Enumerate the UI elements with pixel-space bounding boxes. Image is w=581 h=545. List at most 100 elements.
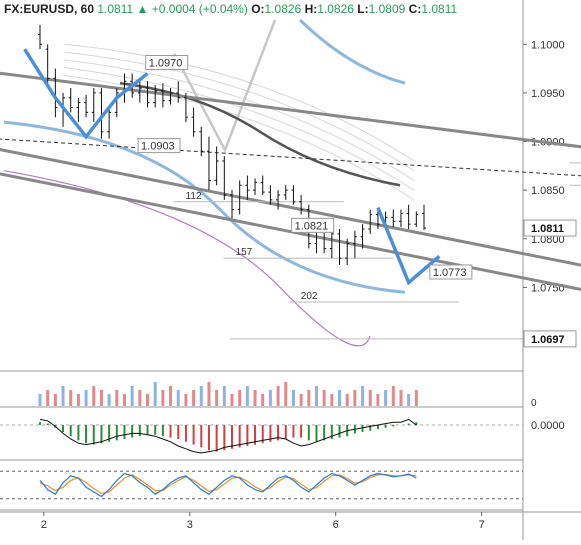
low-value: 1.0809 — [368, 2, 406, 16]
fib-label: 202 — [301, 291, 318, 302]
volume-bar — [207, 382, 211, 406]
price-label-box — [429, 264, 473, 280]
ma-purple-line — [3, 170, 371, 347]
volume-bar — [38, 394, 42, 406]
volume-bar — [338, 390, 342, 406]
volume-bar — [414, 390, 418, 406]
volume-bar — [130, 386, 134, 406]
fib-label: 157 — [236, 247, 253, 258]
last-price: 1.0811 — [97, 2, 134, 16]
last-price-tag: 1.0811 — [531, 223, 564, 235]
volume-bar — [138, 390, 142, 406]
volume-bar — [84, 390, 88, 406]
volume-bar — [99, 390, 103, 406]
time-tick-label: 3 — [187, 519, 193, 531]
volume-bar — [107, 394, 111, 406]
volume-bar — [376, 394, 380, 406]
symbol-label: FX:EURUSD, 60 — [4, 2, 95, 16]
volume-bar — [122, 394, 126, 406]
early-projection-path — [23, 48, 149, 140]
change-arrow: ▲ — [136, 2, 149, 16]
macd-line — [39, 418, 417, 454]
volume-bar — [345, 394, 349, 406]
time-tick-label: 2 — [41, 519, 47, 531]
low-label: L: — [357, 2, 369, 16]
fan-curve — [63, 59, 415, 181]
volume-axis-label: 0 — [531, 398, 537, 409]
high-value: 1.0826 — [317, 2, 354, 16]
volume-bar — [215, 390, 219, 406]
volume-bar — [391, 386, 395, 406]
volume-bar — [407, 394, 411, 406]
fib-label: 112 — [186, 191, 202, 202]
volume-bar — [291, 390, 295, 406]
volume-bar — [184, 394, 188, 406]
volume-bar — [61, 386, 65, 406]
volume-bar — [115, 390, 119, 406]
target-price-tag: 1.0697 — [531, 334, 565, 346]
fan-curve — [63, 51, 415, 172]
price-label: 1.0903 — [141, 141, 175, 153]
open-value: 1.0826 — [264, 2, 302, 16]
volume-bar — [161, 390, 165, 406]
axis-price-tag-box — [523, 330, 577, 348]
macd-axis-label: 0.0000 — [531, 420, 565, 432]
high-label: H: — [304, 2, 318, 16]
volume-bar — [361, 386, 365, 406]
price-label-box — [137, 138, 181, 154]
volume-bar — [238, 390, 242, 406]
volume-bar — [176, 390, 180, 406]
volume-bar — [299, 394, 303, 406]
volume-bar — [261, 394, 265, 406]
volume-bar — [153, 382, 157, 406]
volume-bar — [322, 390, 326, 406]
time-tick-label: 7 — [479, 519, 485, 531]
volume-bar — [253, 390, 257, 406]
volume-bar — [169, 386, 173, 406]
fan-curve — [63, 67, 415, 191]
fan-curve — [63, 74, 415, 201]
price-label: 1.0773 — [433, 267, 467, 279]
volume-bar — [230, 394, 234, 406]
channel-line — [0, 148, 581, 267]
close-label: C: — [408, 2, 422, 16]
volume-bar — [76, 394, 80, 406]
ma-dark-line — [119, 81, 401, 187]
volume-bar — [399, 390, 403, 406]
chart-header: FX:EURUSD, 60 1.0811 ▲ +0.0004 (+0.04%) … — [4, 2, 457, 16]
change-value: +0.0004 (+0.04%) — [151, 2, 248, 16]
close-value: 1.0811 — [421, 2, 458, 16]
volume-bar — [199, 386, 203, 406]
volume-bar — [92, 386, 96, 406]
projection-path — [376, 206, 441, 286]
volume-bar — [69, 390, 73, 406]
volume-bar — [245, 386, 249, 406]
price-tick-label: 1.1000 — [531, 39, 565, 51]
stoch-d-line — [39, 473, 417, 494]
price-tick-label: 1.0850 — [531, 185, 565, 197]
volume-bar — [314, 386, 318, 406]
volume-bar — [384, 390, 388, 406]
price-tick-label: 1.0950 — [531, 88, 565, 100]
stoch-k-line — [39, 472, 417, 498]
price-label-box — [145, 54, 189, 70]
volume-bar — [368, 390, 372, 406]
volume-bar — [353, 390, 357, 406]
channel-line — [0, 71, 581, 149]
volume-bar — [222, 386, 226, 406]
time-tick-label: 6 — [333, 519, 339, 531]
channel-line — [0, 172, 581, 291]
price-label: 1.0970 — [149, 57, 183, 69]
axis-price-tag-box — [523, 219, 577, 237]
volume-bar — [276, 386, 280, 406]
volume-bar — [46, 390, 50, 406]
volume-bar — [53, 394, 57, 406]
volume-bar — [192, 390, 196, 406]
open-label: O: — [251, 2, 265, 16]
volume-bar — [284, 382, 288, 406]
ma-blue-upper — [298, 18, 406, 85]
volume-bar — [146, 394, 150, 406]
